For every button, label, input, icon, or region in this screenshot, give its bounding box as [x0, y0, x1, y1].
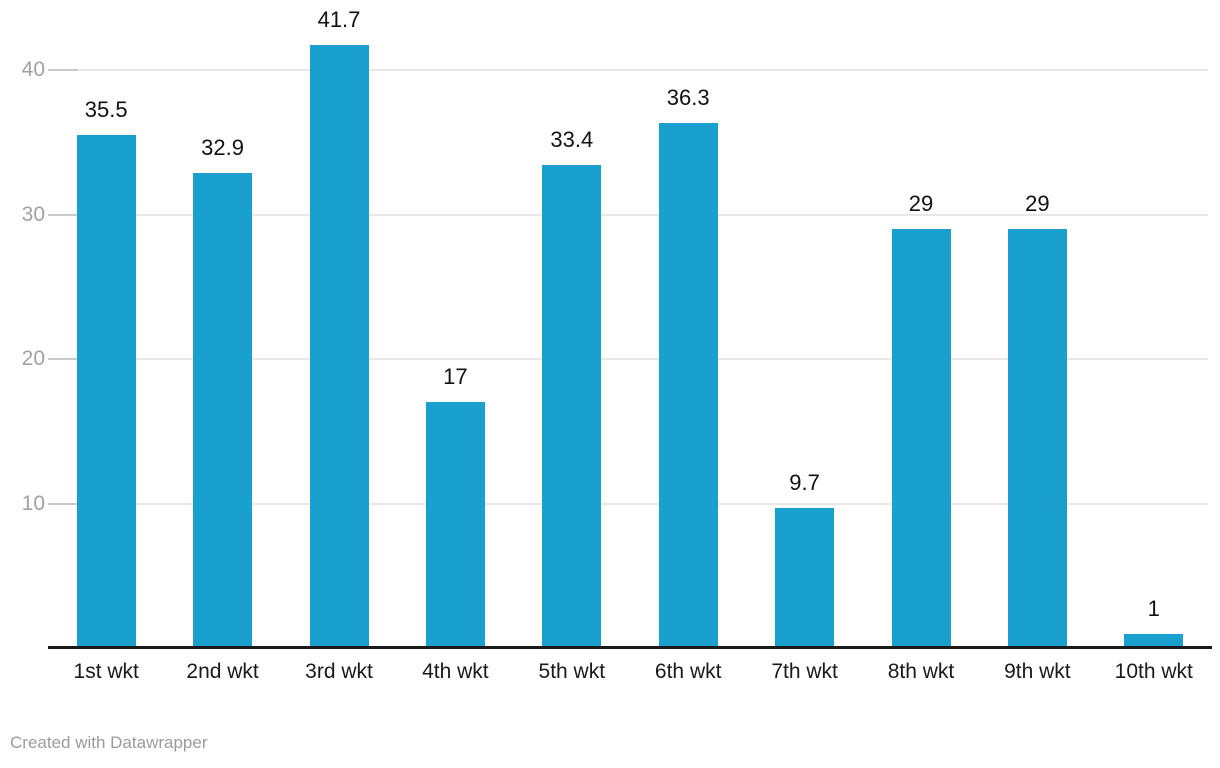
bar-value-label: 17 — [443, 364, 468, 390]
bar — [309, 45, 369, 648]
bar — [76, 135, 136, 648]
y-axis-tick-label: 30 — [21, 202, 45, 226]
bar-value-label: 9.7 — [789, 469, 820, 495]
x-axis-label: 3rd wkt — [305, 660, 373, 683]
y-axis-tick — [48, 502, 78, 505]
y-axis-tick-label: 20 — [21, 347, 45, 370]
gridline — [48, 502, 1208, 505]
bar — [1124, 633, 1184, 648]
bar — [1007, 228, 1067, 648]
bar — [658, 123, 718, 648]
x-axis-label: 10th wkt — [1114, 660, 1193, 683]
y-axis-tick — [48, 213, 78, 216]
bar-value-label: 29 — [1025, 190, 1050, 216]
y-axis-tick-label: 10 — [21, 491, 45, 515]
x-axis-label: 9th wkt — [1004, 660, 1071, 683]
gridline — [48, 358, 1208, 360]
y-axis-tick — [48, 69, 78, 71]
bar-value-label: 35.5 — [84, 97, 128, 123]
gridline — [48, 213, 1208, 216]
y-axis-tick — [48, 358, 78, 360]
bar — [425, 402, 485, 648]
bar — [193, 172, 253, 648]
x-axis-label: 6th wkt — [654, 660, 722, 683]
x-axis-label: 2nd wkt — [186, 660, 259, 683]
bar-value-label: 32.9 — [201, 134, 244, 160]
bar-value-label: 33.4 — [550, 127, 594, 153]
bar — [542, 165, 602, 648]
bar-value-label: 41.7 — [317, 7, 361, 33]
x-axis-label: 7th wkt — [771, 660, 838, 683]
x-axis-label: 4th wkt — [422, 660, 489, 683]
bar-value-label: 36.3 — [666, 85, 710, 111]
bar-value-label: 29 — [908, 190, 934, 216]
x-axis-baseline — [48, 646, 1212, 649]
x-axis-label: 5th wkt — [538, 660, 606, 683]
gridline — [48, 69, 1208, 71]
bar — [775, 507, 835, 648]
bar-value-label: 1 — [1147, 595, 1160, 621]
datawrapper-credit: Created with Datawrapper — [10, 733, 208, 752]
x-axis-label: 8th wkt — [887, 660, 955, 683]
x-axis-label: 1st wkt — [73, 660, 139, 683]
bar — [891, 228, 951, 648]
y-axis-tick-label: 40 — [21, 58, 45, 81]
